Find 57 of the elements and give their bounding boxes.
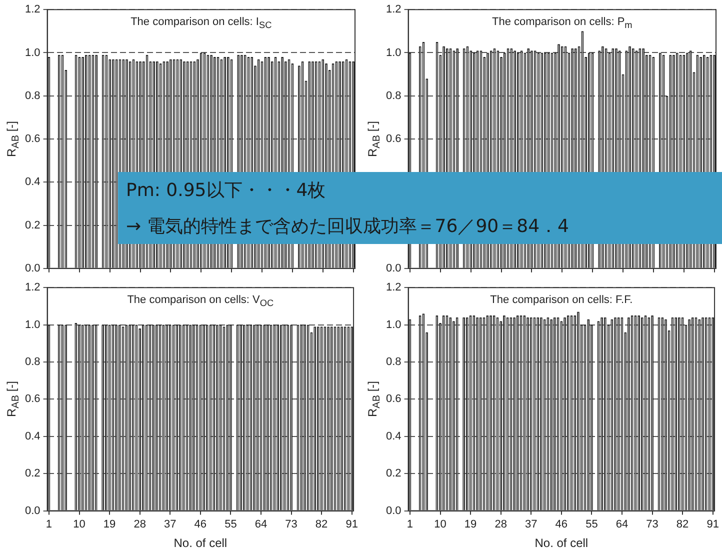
y-tick-label: 0.6 — [386, 393, 402, 406]
x-tick-label: 82 — [676, 518, 689, 530]
y-tick-label: 1.0 — [24, 318, 40, 331]
y-tick-label: 0.8 — [386, 356, 402, 368]
y-tick-label: 0.2 — [24, 219, 40, 232]
y-tick-label: 0.6 — [24, 133, 40, 146]
y-tick-label: 1.0 — [24, 46, 40, 59]
annotation: Pm: 0.95以下・・・4枚 — [126, 179, 326, 202]
text: The comparison on cells: V$_{OC}$ — [127, 294, 274, 308]
y-tick-label: 1.0 — [386, 318, 402, 331]
x-tick-label: 73 — [285, 518, 298, 530]
y-tick-label: 0.6 — [24, 393, 40, 406]
text: The comparison on cells: F.F. — [490, 294, 633, 306]
x-tick-label: 46 — [555, 518, 568, 530]
x-tick-label: 10 — [73, 518, 86, 530]
y-tick-label: 0.0 — [24, 262, 40, 274]
y-tick-label: 0.8 — [24, 356, 40, 368]
x-tick-label: 19 — [464, 518, 477, 530]
x-tick-label: 82 — [315, 518, 328, 530]
y-tick-label: 0.4 — [386, 430, 402, 442]
y-tick-label: 0.0 — [24, 504, 40, 517]
x-tick-label: 46 — [194, 518, 207, 530]
x-tick-label: 55 — [224, 518, 237, 530]
y-tick-label: 0.4 — [24, 176, 40, 188]
x-tick-label: 10 — [434, 518, 446, 530]
y-tick-label: 0.2 — [386, 468, 402, 480]
x-tick-label: 64 — [254, 518, 268, 530]
annotation: → 電気的特性まで含めた回収成功率＝76／90＝84．4 — [126, 215, 569, 238]
y-tick-label: 0.6 — [386, 133, 402, 146]
y-tick-label: 1.2 — [386, 282, 402, 294]
x-tick-label: 91 — [346, 518, 358, 530]
x-tick-label: 73 — [646, 518, 658, 530]
y-tick-label: 1.2 — [386, 4, 402, 16]
y-tick-label: 0.0 — [386, 262, 402, 274]
x-tick-label: 1 — [46, 518, 52, 530]
text: The comparison on cells: I$_{SC}$ — [130, 16, 272, 30]
x-tick-label: 28 — [494, 518, 507, 530]
y-tick-label: 1.2 — [24, 282, 40, 294]
y-tick-label: 0.2 — [24, 468, 40, 480]
text: The comparison on cells: P$_{m}$ — [492, 16, 632, 30]
y-tick-label: 1.2 — [24, 4, 40, 16]
text-banner: Pm: 0.95以下・・・4枚 → 電気的特性まで含めた回収成功率＝76／90＝84．4 — [118, 172, 722, 244]
x-tick-label: 37 — [525, 518, 538, 530]
x-tick-label: 28 — [134, 518, 146, 530]
x-tick-label: 37 — [164, 518, 176, 530]
x-tick-label: 19 — [103, 518, 116, 530]
y-tick-label: 0.8 — [24, 90, 40, 102]
x-axis-title: No. of cell — [174, 536, 228, 550]
x-tick-label: 55 — [586, 518, 598, 530]
y-tick-label: 1.0 — [386, 46, 402, 59]
x-tick-label: 91 — [706, 518, 719, 530]
x-tick-label: 64 — [616, 518, 628, 530]
x-tick-label: 1 — [406, 518, 414, 530]
x-axis-title: No. of cell — [534, 536, 588, 550]
y-tick-label: 0.4 — [24, 430, 40, 442]
y-tick-label: 0.0 — [386, 504, 402, 517]
y-tick-label: 0.8 — [386, 90, 402, 102]
